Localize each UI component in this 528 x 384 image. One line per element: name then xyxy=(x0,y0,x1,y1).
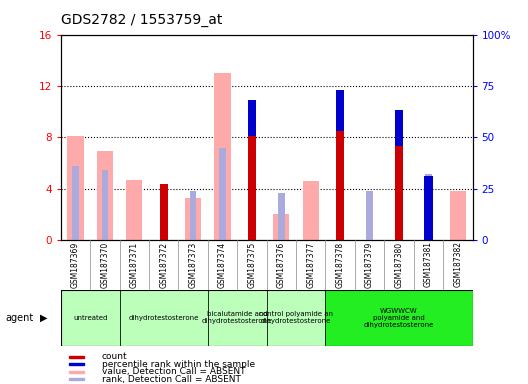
Bar xyxy=(119,290,208,346)
Bar xyxy=(450,191,466,240)
Bar xyxy=(69,378,84,380)
Bar xyxy=(219,147,226,240)
Bar xyxy=(248,100,256,136)
Bar xyxy=(395,110,403,146)
Bar xyxy=(337,166,343,240)
Bar xyxy=(425,174,432,240)
Text: control polyamide an
dihydrotestosterone: control polyamide an dihydrotestosterone xyxy=(259,311,333,324)
Bar xyxy=(159,184,168,240)
Bar xyxy=(248,136,256,240)
Bar xyxy=(97,151,113,240)
Bar xyxy=(72,166,79,240)
Bar xyxy=(274,214,289,240)
Bar xyxy=(190,191,196,240)
Bar xyxy=(126,180,143,240)
Bar xyxy=(325,290,473,346)
Bar xyxy=(68,136,83,240)
Bar xyxy=(69,363,84,365)
Bar xyxy=(208,290,267,346)
Bar xyxy=(303,181,319,240)
Bar xyxy=(267,290,325,346)
Bar xyxy=(336,131,344,240)
Text: WGWWCW
polyamide and
dihydrotestosterone: WGWWCW polyamide and dihydrotestosterone xyxy=(364,308,434,328)
Bar xyxy=(366,191,373,240)
Bar xyxy=(69,371,84,372)
Bar xyxy=(395,146,403,240)
Text: value, Detection Call = ABSENT: value, Detection Call = ABSENT xyxy=(102,367,246,376)
Bar xyxy=(101,170,108,240)
Text: untreated: untreated xyxy=(73,315,107,321)
Bar xyxy=(69,356,84,358)
Text: count: count xyxy=(102,352,128,361)
Bar xyxy=(396,180,402,240)
Text: ▶: ▶ xyxy=(40,313,47,323)
Bar xyxy=(425,176,432,240)
Bar xyxy=(249,166,255,240)
Text: agent: agent xyxy=(5,313,34,323)
Text: percentile rank within the sample: percentile rank within the sample xyxy=(102,360,255,369)
Text: GDS2782 / 1553759_at: GDS2782 / 1553759_at xyxy=(61,13,222,27)
Text: dihydrotestosterone: dihydrotestosterone xyxy=(128,315,199,321)
Bar xyxy=(278,193,285,240)
Text: rank, Detection Call = ABSENT: rank, Detection Call = ABSENT xyxy=(102,375,241,384)
Bar xyxy=(61,290,119,346)
Bar xyxy=(336,90,344,131)
Text: bicalutamide and
dihydrotestosterone: bicalutamide and dihydrotestosterone xyxy=(202,311,272,324)
Bar xyxy=(185,198,201,240)
Bar xyxy=(214,73,231,240)
